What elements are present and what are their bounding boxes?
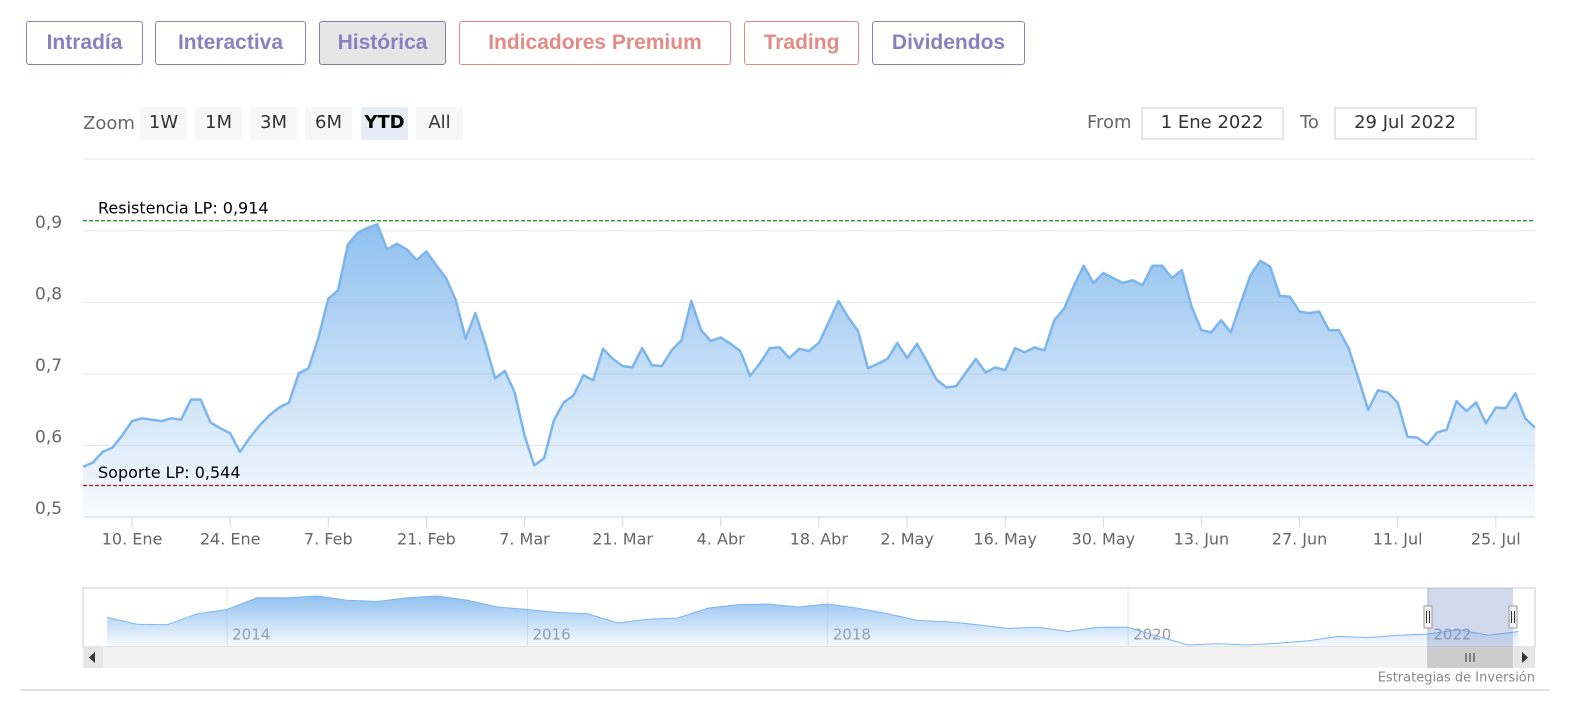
plot-line-label: Resistencia LP: 0,914: [98, 198, 269, 217]
handle-grip: [1511, 611, 1515, 623]
tab[interactable]: Trading: [744, 21, 859, 65]
x-tick-label: 7. Feb: [304, 530, 353, 549]
x-tick-label: 25. Jul: [1471, 530, 1521, 549]
zoom-button[interactable]: [305, 107, 352, 140]
x-tick-label: 30. May: [1072, 530, 1136, 549]
tab[interactable]: Dividendos: [872, 21, 1025, 65]
y-tick-label: 0,7: [35, 356, 62, 376]
tab[interactable]: Histórica: [319, 21, 446, 65]
x-tick-label: 7. Mar: [499, 530, 550, 549]
from-label: From: [1087, 112, 1132, 133]
navigator-handle[interactable]: [1423, 605, 1433, 629]
y-tick-label: 0,5: [35, 499, 62, 519]
navigator-area: [107, 596, 1519, 647]
to-label: To: [1299, 112, 1319, 133]
to-value[interactable]: 29 Jul 2022: [1354, 112, 1456, 133]
x-tick-label: 16. May: [973, 530, 1037, 549]
plot-line-label: Soporte LP: 0,544: [98, 463, 241, 482]
y-tick-label: 0,9: [35, 213, 62, 233]
thumb-grip: [1465, 653, 1475, 662]
from-input[interactable]: [1141, 107, 1284, 140]
area-fill: [83, 224, 1535, 518]
y-tick-label: 0,8: [35, 284, 62, 304]
navigator-handle[interactable]: [1508, 605, 1518, 629]
tab[interactable]: Indicadores Premium: [459, 21, 731, 65]
zoom-label: Zoom: [83, 113, 135, 134]
arrow-right: [1522, 652, 1528, 663]
scrollbar-track[interactable]: [83, 647, 1535, 668]
y-tick-label: 0,6: [35, 427, 62, 447]
zoom-button[interactable]: [140, 107, 187, 140]
tab[interactable]: Interactiva: [155, 21, 306, 65]
handle-grip: [1426, 611, 1430, 623]
zoom-button-label[interactable]: YTD: [363, 112, 404, 133]
zoom-button[interactable]: [361, 107, 408, 140]
to-input[interactable]: [1334, 107, 1477, 140]
x-tick-label: 11. Jul: [1373, 530, 1423, 549]
x-tick-label: 21. Feb: [397, 530, 456, 549]
x-tick-label: 13. Jun: [1174, 530, 1230, 549]
x-tick-label: 2. May: [880, 530, 933, 549]
x-tick-label: 4. Abr: [697, 530, 745, 549]
zoom-button-label[interactable]: 1W: [149, 112, 178, 133]
credit: Estrategias de Inversión: [1378, 671, 1535, 686]
from-value[interactable]: 1 Ene 2022: [1161, 112, 1264, 133]
zoom-button-label[interactable]: All: [428, 112, 450, 133]
navigator-mask: [1427, 588, 1513, 647]
zoom-button[interactable]: [250, 107, 297, 140]
x-tick-label: 24. Ene: [200, 530, 261, 549]
zoom-button[interactable]: [416, 107, 463, 140]
x-tick-label: 10. Ene: [102, 530, 163, 549]
x-tick-label: 21. Mar: [592, 530, 653, 549]
x-tick-label: 27. Jun: [1272, 530, 1328, 549]
zoom-button-label[interactable]: 1M: [205, 112, 232, 133]
arrow-left: [89, 652, 95, 663]
zoom-button-label[interactable]: 6M: [315, 112, 342, 133]
zoom-button[interactable]: [195, 107, 242, 140]
zoom-button-label[interactable]: 3M: [260, 112, 287, 133]
price-line: [82, 223, 1536, 469]
tab[interactable]: Intradía: [26, 21, 143, 65]
navigator-line: [106, 595, 1519, 646]
x-tick-label: 18. Abr: [790, 530, 849, 549]
